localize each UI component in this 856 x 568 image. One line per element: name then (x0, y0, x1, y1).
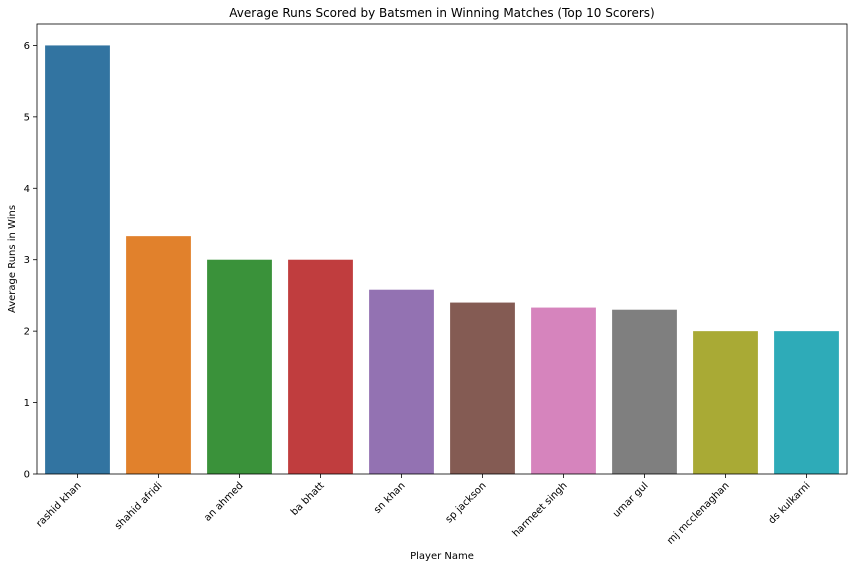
y-tick-label: 4 (24, 184, 30, 195)
x-tick-label: mj mcclenaghan (665, 480, 731, 546)
x-tick-label: ds kulkarni (767, 480, 813, 526)
y-tick-label: 1 (24, 398, 30, 409)
y-tick-label: 0 (24, 470, 30, 481)
x-tick-label: ba bhatt (289, 480, 327, 518)
bar-ba-bhatt (288, 259, 353, 474)
x-axis-label: Player Name (410, 551, 474, 562)
x-tick-label: shahid afridi (113, 480, 165, 532)
bar-sp-jackson (450, 302, 515, 474)
y-tick-label: 5 (24, 112, 30, 123)
x-tick-label: an ahmed (202, 480, 245, 523)
bar-rashid-khan (45, 45, 110, 475)
y-tick-label: 6 (24, 41, 30, 52)
bar-shahid-afridi (126, 236, 191, 474)
y-tick-label: 3 (24, 255, 30, 266)
bars-group (45, 45, 839, 475)
x-tick-label: rashid khan (34, 480, 83, 529)
plot-frame (36, 23, 848, 475)
bar-ds-kulkarni (774, 331, 839, 474)
x-axis: rashid khan shahid afridi an ahmed ba bhatt… (34, 474, 813, 547)
x-tick-label: umar gul (611, 480, 651, 520)
bar-harmeet-singh (531, 307, 596, 474)
x-tick-label: harmeet singh (511, 480, 570, 539)
bar-umar-gul (612, 309, 677, 474)
y-axis-label: Average Runs in Wins (7, 205, 18, 313)
x-tick-label: sn khan (372, 480, 408, 516)
y-tick-label: 2 (24, 327, 30, 338)
bar-sn-khan (369, 289, 434, 474)
bar-mj-mcclenaghan (693, 331, 758, 474)
x-tick-label: sp jackson (444, 480, 489, 525)
y-axis: 0 1 2 3 4 5 6 (24, 41, 37, 481)
chart-title: Average Runs Scored by Batsmen in Winnin… (229, 6, 654, 20)
bar-an-ahmed (207, 259, 272, 474)
